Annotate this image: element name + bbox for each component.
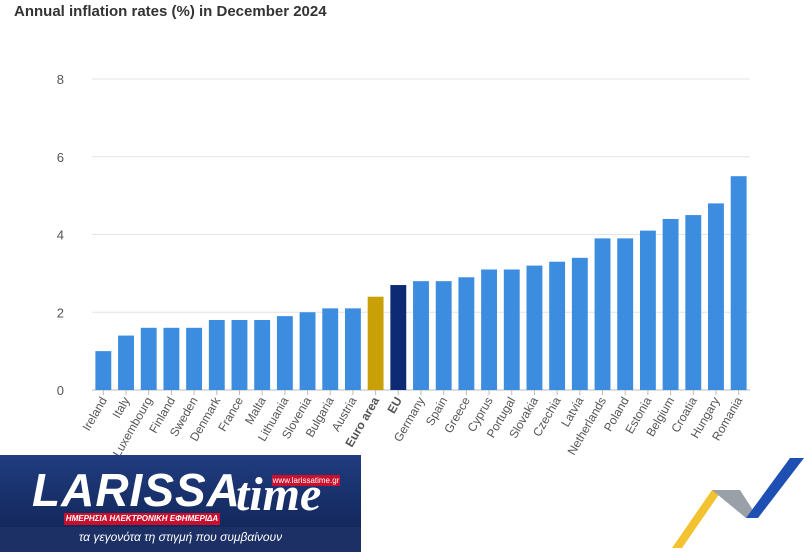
bar (322, 308, 339, 390)
bar (685, 215, 702, 390)
bar (571, 257, 588, 390)
y-tick-label: 8 (57, 72, 64, 87)
bar (639, 230, 656, 390)
larissatime-logo: LARISSA time www.larissatime.gr ΗΜΕΡΗΣΙΑ… (0, 455, 361, 552)
bar (526, 265, 543, 390)
chart-title: Annual inflation rates (%) in December 2… (14, 3, 327, 20)
bars (95, 176, 747, 390)
y-tick-label: 4 (57, 228, 64, 243)
corner-brand-mark (672, 458, 804, 548)
bar (95, 351, 112, 390)
logo-tagline: τα γεγονότα τη στιγμή που συμβαίνουν (78, 530, 283, 544)
x-tick-label: EU (384, 395, 404, 416)
y-axis-ticks: 0 2 4 6 8 (57, 72, 64, 398)
x-tick-label: Ireland (79, 395, 109, 434)
bar (549, 261, 566, 390)
x-axis-ticks: Ireland ItalyLuxembourgFinlandSwedenDenma… (79, 390, 745, 459)
bar (186, 327, 203, 390)
bar (390, 285, 407, 390)
bar (413, 281, 429, 390)
bar (344, 308, 361, 390)
bar (594, 238, 611, 390)
bar (276, 316, 293, 390)
bar (163, 327, 180, 390)
bar (617, 238, 634, 390)
bar (208, 320, 225, 390)
bar (299, 312, 316, 390)
x-tick-label: Italy (110, 395, 133, 421)
bar (458, 277, 475, 390)
y-tick-label: 0 (57, 383, 64, 398)
bar (730, 176, 747, 390)
bar (254, 320, 271, 390)
bar (481, 269, 498, 390)
logo-subtitle-bar: ΗΜΕΡΗΣΙΑ ΗΛΕΚΤΡΟΝΙΚΗ ΕΦΗΜΕΡΙΔΑ (64, 513, 220, 525)
bar (367, 296, 384, 390)
logo-url: www.larissatime.gr (272, 475, 340, 486)
y-tick-label: 2 (57, 305, 64, 320)
bar (503, 269, 520, 390)
logo-brand: LARISSA (32, 464, 241, 516)
bar (662, 218, 679, 390)
bar (231, 320, 248, 390)
bar (708, 203, 724, 390)
bar (435, 281, 452, 390)
y-tick-label: 6 (57, 150, 64, 165)
bar (140, 327, 157, 390)
bar (118, 335, 134, 390)
